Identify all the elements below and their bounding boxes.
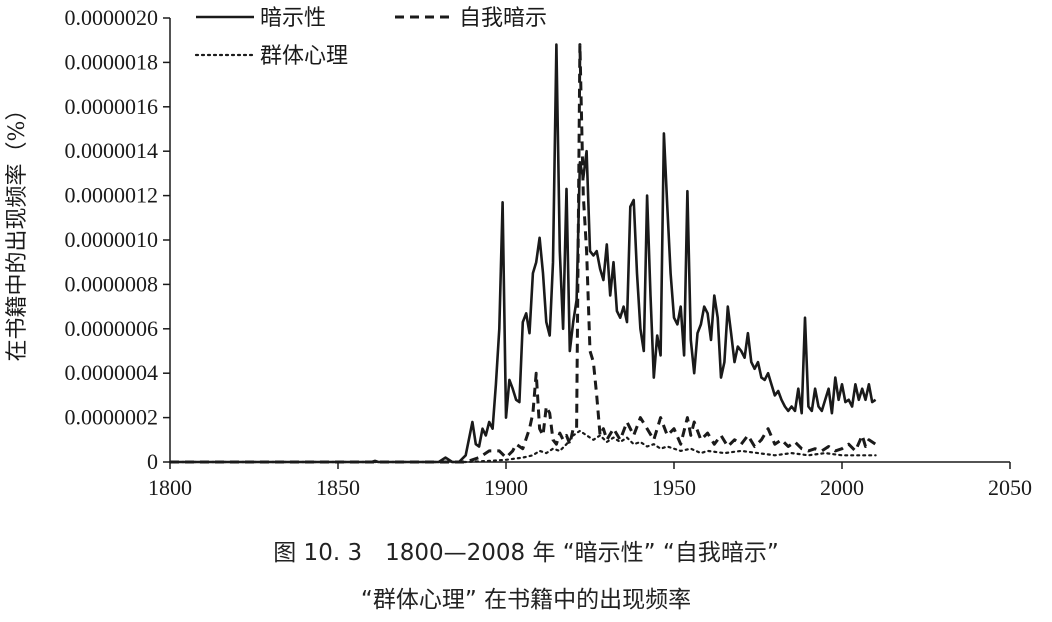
series-line-3 xyxy=(168,429,877,464)
y-tick-label: 0.0000016 xyxy=(65,94,159,119)
y-axis-label: 在书籍中的出现频率（%） xyxy=(5,99,30,362)
x-tick-label: 2050 xyxy=(988,475,1032,500)
legend-label-1: 暗示性 xyxy=(260,6,326,31)
x-tick-label: 1900 xyxy=(484,475,528,500)
figure-caption-line-2: “群体心理” 在书籍中的出现频率 xyxy=(360,587,692,613)
y-tick-label: 0.0000020 xyxy=(65,5,159,30)
x-tick-label: 2000 xyxy=(820,475,864,500)
legend-label-2: 自我暗示 xyxy=(459,6,547,31)
x-axis-ticks: 1800 1850 1900 1950 2000 2050 xyxy=(148,462,1032,500)
series-line-1 xyxy=(170,43,877,464)
legend-label-3: 群体心理 xyxy=(260,44,348,69)
figure-caption-line-1: 图 10. 3 1800—2008 年 “暗示性” “自我暗示” xyxy=(273,540,779,566)
y-tick-label: 0.0000018 xyxy=(65,49,159,74)
y-tick-label: 0.0000008 xyxy=(65,271,159,296)
y-tick-label: 0.0000002 xyxy=(65,405,159,430)
series-layer xyxy=(168,43,877,464)
x-tick-label: 1800 xyxy=(148,475,192,500)
x-tick-label: 1950 xyxy=(652,475,696,500)
y-tick-label: 0.0000010 xyxy=(65,227,159,252)
y-tick-label: 0.0000012 xyxy=(65,183,159,208)
y-tick-label: 0 xyxy=(147,449,158,474)
y-axis-ticks: 0 0.0000002 0.0000004 0.0000006 0.0000008 0.0… xyxy=(65,5,170,474)
y-tick-label: 0.0000004 xyxy=(65,360,159,385)
series-line-2 xyxy=(170,43,877,464)
y-tick-label: 0.0000014 xyxy=(65,138,159,163)
x-tick-label: 1850 xyxy=(316,475,360,500)
y-tick-label: 0.0000006 xyxy=(65,316,159,341)
